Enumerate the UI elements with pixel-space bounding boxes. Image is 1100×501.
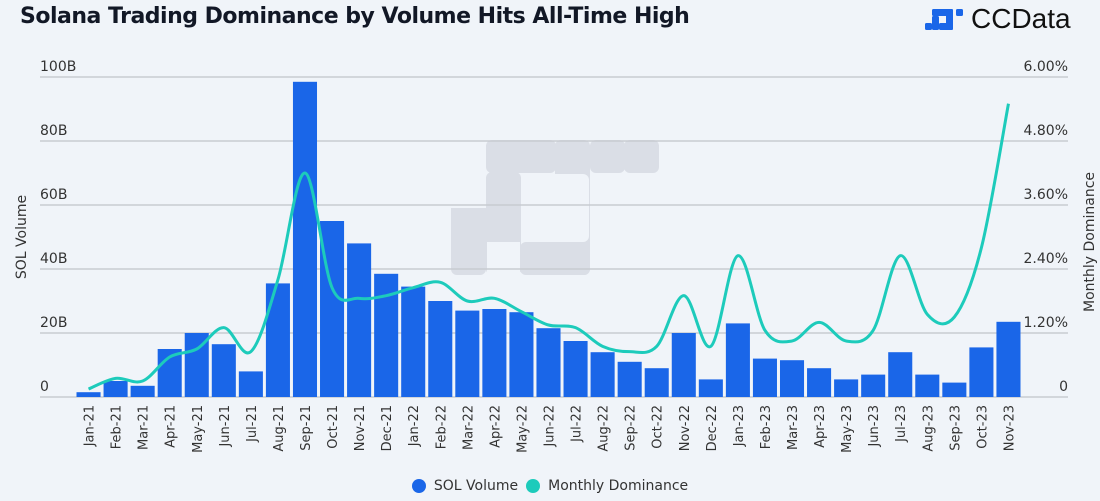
bar-sol-volume[interactable] xyxy=(292,81,318,398)
y-tick-label-right: 4.80% xyxy=(1024,123,1068,139)
x-tick-label: Oct-22 xyxy=(651,405,666,449)
bar-sol-volume[interactable] xyxy=(103,381,128,397)
bar-sol-volume[interactable] xyxy=(888,352,913,397)
x-tick-label: Jun-23 xyxy=(867,405,882,448)
bar-sol-volume[interactable] xyxy=(455,310,480,397)
bar-sol-volume[interactable] xyxy=(401,286,426,397)
x-tick-label: Apr-21 xyxy=(164,405,179,448)
y-tick-label-left: 80B xyxy=(40,123,67,139)
y-tick-label-left: 40B xyxy=(40,251,67,267)
bar-sol-volume[interactable] xyxy=(698,379,723,397)
bar-sol-volume[interactable] xyxy=(969,347,994,397)
y-tick-label-right: 3.60% xyxy=(1024,187,1068,203)
bar-sol-volume[interactable] xyxy=(996,321,1021,397)
x-tick-label: Jan-23 xyxy=(732,405,747,447)
legend-label: SOL Volume xyxy=(433,478,519,494)
x-tick-label: Feb-21 xyxy=(110,405,125,449)
legend-dot-monthly-dominance xyxy=(526,479,541,493)
bar-sol-volume[interactable] xyxy=(915,374,940,397)
bar-sol-volume[interactable] xyxy=(861,374,886,397)
x-tick-label: Jan-22 xyxy=(407,405,422,447)
bar-sol-volume[interactable] xyxy=(807,368,832,397)
watermark-logo xyxy=(451,140,659,275)
bar-sol-volume[interactable] xyxy=(130,385,155,397)
bar-sol-volume[interactable] xyxy=(238,371,263,397)
x-tick-label: Aug-23 xyxy=(921,405,936,452)
x-tick-label: Aug-21 xyxy=(272,405,287,452)
brand: CCData xyxy=(925,2,1071,36)
bar-sol-volume[interactable] xyxy=(536,328,561,397)
x-tick-label: Jul-22 xyxy=(570,405,585,443)
x-tick-label: Sep-21 xyxy=(299,405,314,451)
bar-sol-volume[interactable] xyxy=(428,301,453,397)
bar-sol-volume[interactable] xyxy=(265,283,290,397)
legend-item-sol-volume[interactable]: SOL Volume xyxy=(411,478,519,494)
legend: SOL Volume Monthly Dominance xyxy=(0,478,1100,494)
y-tick-label-left: 100B xyxy=(40,59,76,75)
dominance-line xyxy=(87,103,1010,391)
x-tick-label: Mar-22 xyxy=(461,405,476,450)
x-tick-label: Feb-23 xyxy=(759,405,774,449)
bar-sol-volume[interactable] xyxy=(779,360,805,397)
x-tick-label: Jun-22 xyxy=(543,405,558,448)
y-tick-label-right: 0 xyxy=(1059,379,1068,395)
bar-sol-volume[interactable] xyxy=(942,382,967,397)
bar-sol-volume[interactable] xyxy=(563,341,588,397)
bar-sol-volume[interactable] xyxy=(76,392,101,397)
x-tick-label: Mar-23 xyxy=(786,405,801,450)
y-tick-label-left: 0 xyxy=(40,379,49,395)
bar-sol-volume[interactable] xyxy=(671,333,696,397)
legend-label: Monthly Dominance xyxy=(548,478,689,494)
x-tick-label: Nov-21 xyxy=(353,405,368,451)
x-tick-label: Dec-22 xyxy=(705,405,720,451)
bar-sol-volume[interactable] xyxy=(834,379,859,397)
y-tick-label-right: 6.00% xyxy=(1024,59,1068,75)
x-tick-label: Mar-21 xyxy=(137,405,152,450)
bar-sol-volume[interactable] xyxy=(482,309,507,397)
legend-item-monthly-dominance[interactable]: Monthly Dominance xyxy=(526,478,688,494)
bar-sol-volume[interactable] xyxy=(509,312,534,397)
x-tick-label: Aug-22 xyxy=(597,405,612,452)
x-tick-label: Dec-21 xyxy=(380,405,395,451)
legend-dot-sol-volume xyxy=(411,479,426,493)
bar-sol-volume[interactable] xyxy=(211,344,236,397)
y-tick-label-left: 20B xyxy=(40,315,67,331)
x-tick-label: Jun-21 xyxy=(218,405,233,448)
x-tick-label: Oct-23 xyxy=(975,405,990,449)
x-tick-label: Apr-23 xyxy=(813,405,828,448)
bar-sol-volume[interactable] xyxy=(644,368,669,397)
x-tick-label: Feb-22 xyxy=(434,405,449,449)
y-axis-label-right: Monthly Dominance xyxy=(1082,172,1098,312)
y-axis-label-left: SOL Volume xyxy=(14,195,30,279)
bar-sol-volume[interactable] xyxy=(347,243,372,397)
chart-title: Solana Trading Dominance by Volume Hits … xyxy=(20,4,690,29)
x-tick-label: Nov-22 xyxy=(678,405,693,451)
x-tick-label: Sep-22 xyxy=(624,405,639,451)
bar-sol-volume[interactable] xyxy=(752,358,777,397)
brand-name: CCData xyxy=(971,3,1071,34)
x-tick-label: Nov-23 xyxy=(1002,405,1017,451)
y-tick-label-right: 1.20% xyxy=(1024,315,1068,331)
x-tick-label: May-23 xyxy=(840,405,855,453)
x-tick-label: Oct-21 xyxy=(326,405,341,449)
bar-sol-volume[interactable] xyxy=(590,352,615,397)
x-tick-label: May-21 xyxy=(191,405,206,453)
bar-sol-volume[interactable] xyxy=(725,323,750,397)
x-tick-label: Jul-23 xyxy=(894,405,909,443)
x-tick-label: Jan-21 xyxy=(83,405,98,447)
y-tick-label-right: 2.40% xyxy=(1024,251,1068,267)
y-tick-label-left: 60B xyxy=(40,187,67,203)
x-tick-label: May-22 xyxy=(515,405,530,453)
bar-sol-volume[interactable] xyxy=(617,361,642,397)
ccdata-logo-icon xyxy=(925,9,963,30)
x-tick-label: Sep-23 xyxy=(948,405,963,451)
x-tick-label: Jul-21 xyxy=(245,405,260,443)
x-tick-label: Apr-22 xyxy=(488,405,503,448)
